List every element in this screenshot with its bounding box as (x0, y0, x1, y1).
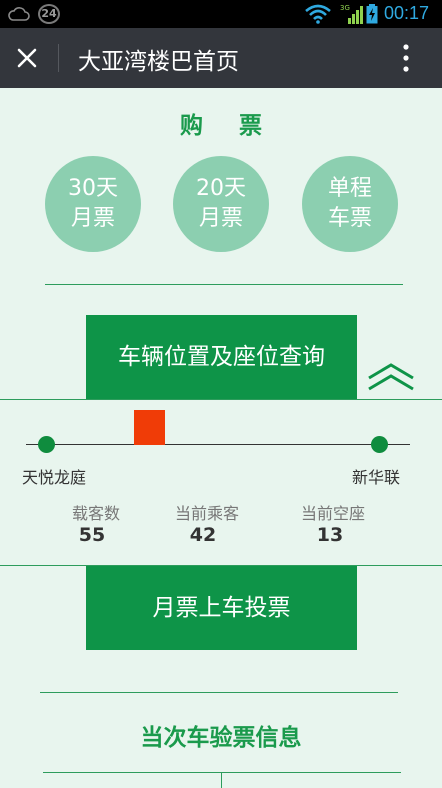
end-stop-label: 新华联 (352, 468, 401, 487)
battery-charging-icon (366, 4, 378, 24)
vehicle-location-seat-query-button[interactable]: 车辆位置及座位查询 (86, 315, 357, 399)
capacity-value: 55 (78, 524, 106, 546)
ticket-30-day-monthly-button[interactable]: 30天 月票 (45, 156, 141, 252)
signal-icon: 3G (340, 4, 363, 24)
ticket-line2: 月票 (70, 206, 115, 231)
purchase-heading: 购 票 (179, 113, 276, 139)
ticket-line2: 月票 (198, 206, 243, 231)
wifi-icon (305, 4, 331, 24)
current-passengers-label: 当前乘客 (174, 504, 239, 523)
query-panel-bottom-border (0, 565, 442, 566)
empty-seats-label: 当前空座 (300, 504, 365, 523)
verify-table-top-border (43, 772, 401, 773)
network-type-label: 3G (340, 4, 350, 12)
current-passengers-value: 42 (189, 524, 217, 546)
ticket-single-trip-button[interactable]: 单程 车票 (302, 156, 398, 252)
monthly-ticket-boarding-vote-button[interactable]: 月票上车投票 (86, 566, 357, 650)
page-title: 大亚湾楼巴首页 (78, 49, 239, 75)
ticket-line2: 车票 (327, 206, 372, 231)
verify-table-column-divider (221, 773, 222, 788)
bus-position-marker (134, 410, 166, 445)
collapse-chevron-up-icon[interactable] (366, 362, 416, 392)
capacity-label: 载客数 (71, 504, 120, 523)
status-bar: 24 3G 00:17 (0, 0, 442, 28)
query-panel-top-border (0, 399, 442, 400)
cloud-icon (8, 7, 30, 21)
ticket-20-day-monthly-button[interactable]: 20天 月票 (173, 156, 269, 252)
section-divider (40, 692, 398, 693)
ticket-verification-heading: 当次车验票信息 (140, 725, 302, 751)
title-divider (58, 44, 59, 72)
clock: 00:17 (384, 3, 430, 23)
more-options-icon[interactable] (396, 42, 416, 74)
section-divider (45, 284, 403, 285)
title-bar: 大亚湾楼巴首页 (0, 28, 442, 88)
route-line (26, 444, 410, 445)
close-icon[interactable] (14, 45, 40, 71)
ticket-line1: 30天 (68, 176, 118, 201)
ticket-line1: 20天 (196, 176, 246, 201)
start-stop-label: 天悦龙庭 (22, 468, 87, 487)
empty-seats-value: 13 (316, 524, 344, 546)
ticket-line1: 单程 (327, 176, 372, 201)
start-stop-dot (38, 436, 55, 453)
notification-count-badge: 24 (38, 4, 60, 24)
end-stop-dot (371, 436, 388, 453)
